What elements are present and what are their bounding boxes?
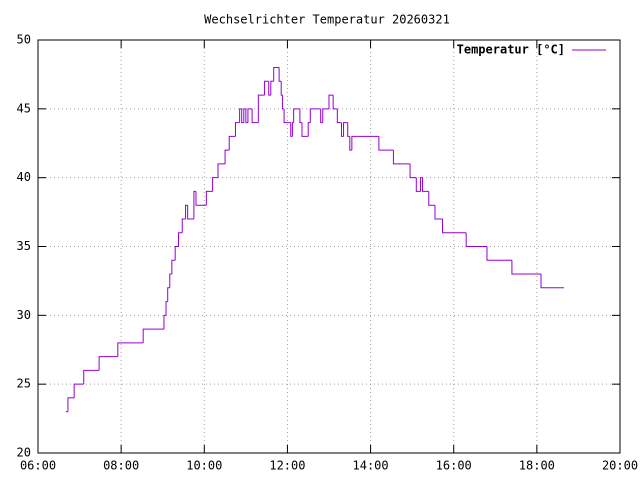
step-segment (163, 314, 167, 330)
step-segment (174, 246, 179, 261)
x-tick-label: 08:00 (103, 459, 139, 473)
step-segment (540, 274, 564, 289)
x-tick-label: 06:00 (20, 459, 56, 473)
step-segment (239, 108, 242, 123)
step-segment (169, 273, 172, 288)
step-segment (268, 81, 271, 96)
step-segment (278, 67, 282, 82)
step-segment (347, 122, 350, 137)
legend-label: Temperatur [°C] (457, 43, 565, 57)
step-segment (245, 108, 248, 124)
step-segment (336, 108, 342, 124)
step-segment (195, 191, 207, 206)
step-segment (465, 232, 487, 247)
step-segment (73, 383, 84, 398)
step-segment (307, 122, 311, 137)
step-segment (270, 80, 274, 96)
y-tick-label: 45 (17, 101, 31, 115)
x-tick-label: 12:00 (269, 459, 305, 473)
step-segment (322, 108, 329, 123)
step-segment (301, 122, 309, 137)
step-segment (165, 301, 168, 316)
step-segment (281, 95, 285, 110)
x-tick-label: 20:00 (602, 459, 638, 473)
step-segment (415, 177, 421, 192)
step-segment (293, 108, 300, 123)
x-tick-label: 14:00 (353, 459, 389, 473)
step-segment (349, 136, 352, 151)
step-segment (243, 108, 246, 123)
step-segment (193, 190, 196, 219)
step-segment (234, 122, 240, 137)
step-segment (212, 177, 219, 192)
y-tick-label: 35 (17, 239, 31, 253)
step-segment (83, 369, 100, 385)
step-segment (309, 108, 321, 123)
step-segment (98, 356, 118, 371)
step-segment (228, 135, 236, 151)
step-segment (409, 163, 417, 179)
step-segment (264, 80, 269, 96)
step-segment (290, 122, 293, 137)
step-segment (241, 108, 244, 124)
x-tick-label: 16:00 (436, 459, 472, 473)
step-segment (205, 190, 213, 206)
step-segment (178, 232, 183, 247)
y-tick-label: 50 (17, 33, 31, 47)
step-segment (167, 287, 170, 302)
step-segment (511, 260, 542, 275)
plot-border (37, 39, 621, 454)
step-segment (251, 108, 259, 124)
step-segment (181, 218, 186, 233)
step-segment (142, 328, 164, 343)
step-segment (332, 95, 338, 110)
step-segment (171, 259, 176, 275)
y-tick-label: 30 (17, 308, 31, 322)
y-tick-label: 25 (17, 377, 31, 391)
step-segment (351, 135, 379, 151)
step-segment (328, 94, 334, 109)
step-segment (67, 397, 75, 412)
step-segment (320, 108, 323, 124)
step-segment (486, 246, 512, 261)
step-segment (419, 177, 423, 192)
y-tick-label: 40 (17, 170, 31, 184)
y-tick-label: 20 (17, 446, 31, 460)
step-segment (247, 108, 253, 123)
chart-title: Wechselrichter Temperatur 20260321 (204, 13, 450, 27)
step-segment (185, 204, 188, 219)
step-segment (187, 205, 194, 220)
step-segment (392, 150, 411, 165)
step-segment (340, 122, 344, 137)
step-segment (117, 342, 144, 357)
step-segment (299, 108, 302, 124)
step-segment (378, 136, 394, 151)
step-segment (434, 205, 443, 220)
step-segment (343, 122, 348, 137)
step-segment (273, 67, 280, 82)
step-segment (428, 191, 436, 206)
x-tick-label: 10:00 (186, 459, 222, 473)
step-segment (224, 149, 230, 164)
x-tick-label: 18:00 (519, 459, 555, 473)
step-segment (257, 94, 265, 123)
step-segment (283, 108, 291, 124)
step-segment (441, 218, 467, 234)
step-segment (422, 177, 429, 192)
step-segment (217, 163, 226, 178)
